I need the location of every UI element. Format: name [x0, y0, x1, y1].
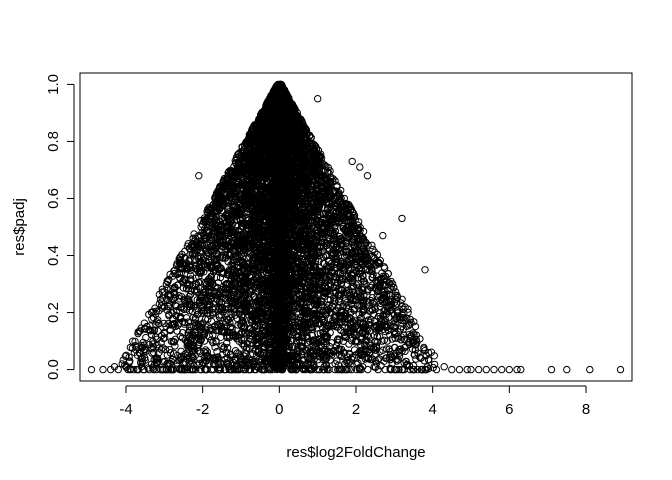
data-point [383, 337, 391, 345]
data-points [87, 80, 625, 374]
data-point [354, 274, 362, 282]
plot-frame [79, 72, 633, 382]
data-point [369, 270, 377, 279]
